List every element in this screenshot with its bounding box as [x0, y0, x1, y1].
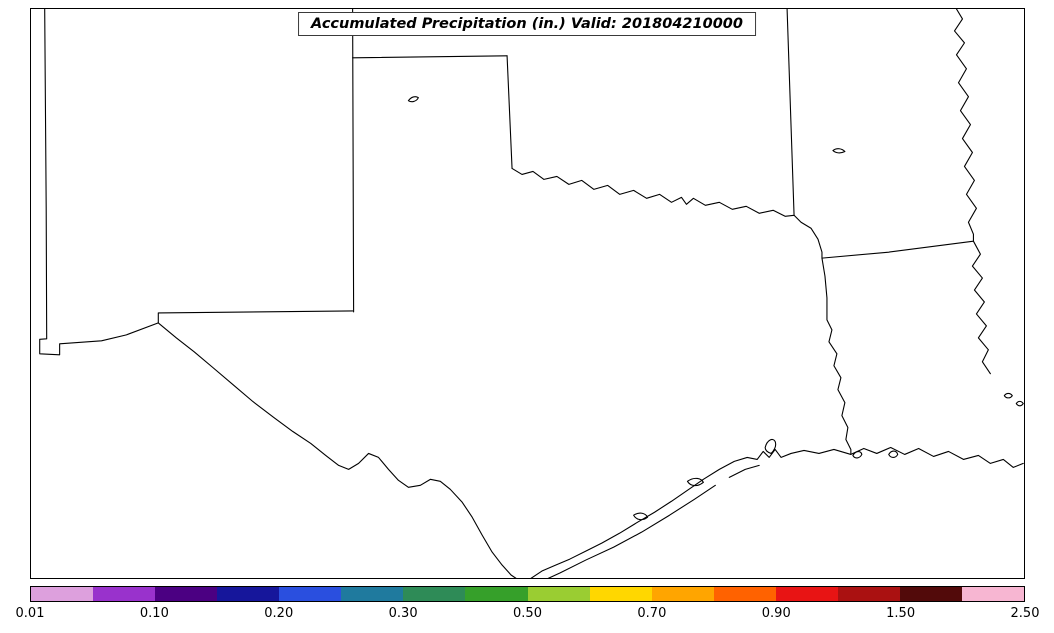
- colorbar-tick-labels: 0.01 0.10 0.20 0.30 0.50 0.70 0.90 1.50 2.50: [16, 606, 1040, 626]
- colorbar-segment: [279, 587, 342, 601]
- colorbar-segment: [403, 587, 466, 601]
- texas-panhandle-east-border: [506, 55, 513, 169]
- colorbar-segment: [651, 587, 714, 601]
- barrier-islands: [547, 464, 760, 578]
- colorbar-segment: [217, 587, 280, 601]
- mississippi-river: [953, 9, 991, 375]
- colorbar-segment: [31, 587, 94, 601]
- colorbar-tick-label: 0.10: [139, 606, 169, 621]
- colorbar-segment: [961, 587, 1024, 601]
- arkansas-louisiana-border: [821, 240, 974, 259]
- texas-panhandle-west-border: [352, 9, 355, 313]
- colorbar-segment: [155, 587, 218, 601]
- texas-arkansas-louisiana-border: [793, 214, 852, 455]
- colorbar-tick-label: 2.50: [1010, 606, 1040, 621]
- arizona-newmexico-border: [39, 9, 159, 356]
- colorbar-tick-label: 0.90: [761, 606, 791, 621]
- colorbar-segment: [713, 587, 776, 601]
- colorbar-segment: [465, 587, 528, 601]
- colorbar-tick-label: 0.70: [637, 606, 667, 621]
- colorbar-segment: [899, 587, 962, 601]
- colorbar-tick-label: 0.20: [264, 606, 294, 621]
- colorbar-tick-label: 0.30: [388, 606, 418, 621]
- oklahoma-arkansas-border: [786, 9, 795, 216]
- gulf-coastline: [530, 446, 1024, 578]
- inland-lakes: [407, 96, 1024, 407]
- map-frame: [30, 8, 1025, 579]
- colorbar-segment: [837, 587, 900, 601]
- precipitation-colorbar: [30, 586, 1025, 602]
- newmexico-texas-border: [157, 310, 354, 324]
- colorbar-segment: [93, 587, 156, 601]
- colorbar-segment: [589, 587, 652, 601]
- colorbar-tick-label: 0.01: [15, 606, 45, 621]
- colorbar-segment: [775, 587, 838, 601]
- colorbar-segment: [527, 587, 590, 601]
- rio-grande-texas-mexico-border: [157, 322, 517, 578]
- map-title-text: Accumulated Precipitation (in.) Valid: 2…: [311, 16, 743, 32]
- coastal-bays: [633, 438, 899, 521]
- colorbar-tick-label: 0.50: [513, 606, 542, 621]
- map-title: Accumulated Precipitation (in.) Valid: 2…: [298, 12, 756, 36]
- red-river-texas-oklahoma-border: [511, 167, 795, 217]
- map-canvas: [39, 9, 1024, 578]
- texas-oklahoma-panhandle-border: [352, 55, 508, 59]
- colorbar-tick-label: 1.50: [886, 606, 916, 621]
- colorbar-segment: [341, 587, 404, 601]
